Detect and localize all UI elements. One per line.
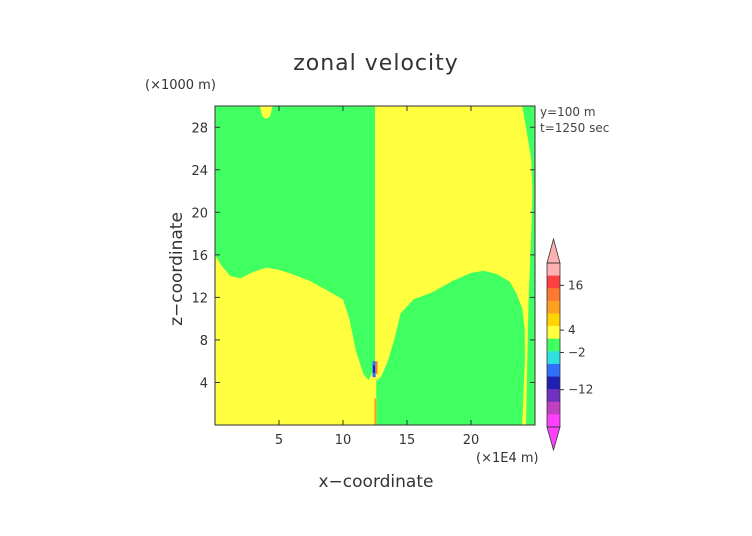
region-positive-bump-right <box>478 106 503 126</box>
plot-area <box>214 105 536 426</box>
plot-frame <box>214 105 536 426</box>
region-core-darkblue <box>373 365 375 373</box>
colorbar-segment <box>547 338 560 352</box>
colorbar-tick-label: 16 <box>568 278 583 292</box>
colorbar-segment <box>547 401 560 415</box>
colorbar-segment <box>547 389 560 403</box>
y-tick-label: 12 <box>191 291 208 306</box>
colorbar-tick-label: 4 <box>568 323 576 337</box>
x-unit-label: (×1E4 m) <box>476 451 539 466</box>
y-tick-label: 28 <box>191 121 208 136</box>
annotation-t: t=1250 sec <box>540 121 609 135</box>
region-core-orange <box>375 361 378 374</box>
colorbar-segment <box>547 313 560 327</box>
x-tick-label: 15 <box>399 433 416 448</box>
region-positive-bump-left <box>259 106 273 119</box>
colorbar-segment <box>547 300 560 314</box>
y-tick-label: 4 <box>200 376 208 391</box>
colorbar-arrow-bottom <box>546 426 561 452</box>
colorbar-segment <box>547 275 560 289</box>
colorbar-segment <box>547 376 560 390</box>
colorbar-tick-label: −2 <box>568 345 586 359</box>
colorbar-segment <box>547 288 560 302</box>
x-tick-label: 5 <box>275 433 283 448</box>
region-negative-lower-right <box>376 270 525 425</box>
annotation-y: y=100 m <box>540 105 596 119</box>
x-tick-label: 10 <box>335 433 352 448</box>
colorbar-segment <box>547 414 560 428</box>
colorbar-segment <box>547 363 560 377</box>
x-axis-label: x−coordinate <box>319 472 434 492</box>
x-tick-label: 20 <box>463 433 480 448</box>
region-negative-right-edge <box>522 106 535 425</box>
colorbar-arrow-top <box>546 237 561 264</box>
y-axis-label: z−coordinate <box>167 212 187 326</box>
colorbar-tick-label: −12 <box>568 383 593 397</box>
y-tick-label: 20 <box>191 206 208 221</box>
region-core-lower <box>374 398 377 425</box>
chart-title: zonal velocity <box>293 51 459 76</box>
y-tick-label: 24 <box>191 164 208 179</box>
colorbar: 16 4 −2 −12 <box>546 237 593 452</box>
colorbar-segment <box>547 351 560 365</box>
axis-ticks: 5 10 15 20 4 8 12 16 20 24 28 <box>191 106 535 448</box>
region-negative-upper-left <box>215 106 375 381</box>
colorbar-segment <box>547 326 560 339</box>
colorbar-segment <box>547 263 560 276</box>
y-tick-label: 8 <box>200 334 208 349</box>
y-unit-label: (×1000 m) <box>145 78 216 93</box>
colorbar-frame <box>546 262 561 428</box>
y-tick-label: 16 <box>191 249 208 264</box>
